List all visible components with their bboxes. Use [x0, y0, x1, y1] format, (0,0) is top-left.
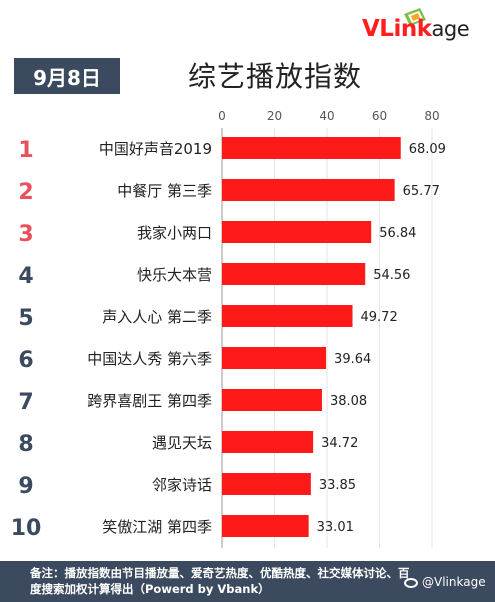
logo-emblem-icon: [404, 8, 426, 26]
bar: [222, 137, 401, 159]
weibo-icon: [404, 577, 418, 588]
bar-chart: 0 20 40 60 80 1 中国好声音2019 68.09 2 中餐厅 第三季 65.77 3 我家…: [11, 109, 446, 548]
category-label: 笑傲江湖 第四季: [102, 518, 212, 536]
data-label: 33.85: [319, 478, 356, 493]
data-label: 68.09: [409, 142, 446, 157]
data-label: 34.72: [321, 436, 358, 451]
weibo-watermark: @Vlinkage: [404, 575, 486, 589]
category-label: 快乐大本营: [137, 266, 212, 284]
logo-text-small: age: [431, 17, 470, 41]
bar: [222, 305, 353, 327]
rank-number: 7: [18, 390, 33, 415]
data-label: 54.56: [373, 268, 410, 283]
category-label: 遇见天坛: [152, 434, 212, 452]
rank-number: 8: [18, 432, 33, 457]
data-label: 65.77: [403, 184, 440, 199]
category-label: 中国好声音2019: [99, 140, 212, 158]
rank-number: 5: [18, 306, 33, 331]
bar: [222, 347, 327, 369]
logo-text: VLinkage: [362, 16, 470, 42]
x-tick-label: 80: [424, 109, 439, 123]
x-tick-label: 60: [372, 109, 387, 123]
bar: [222, 221, 372, 243]
logo-text-big: VLink: [362, 16, 432, 42]
category-label: 中国达人秀 第六季: [87, 350, 212, 368]
category-label: 中餐厅 第三季: [117, 182, 212, 200]
x-tick-label: 20: [267, 109, 282, 123]
bar: [222, 179, 395, 201]
data-label: 38.08: [330, 394, 367, 409]
category-label: 我家小两口: [137, 224, 212, 242]
data-label: 49.72: [361, 310, 398, 325]
rank-number: 2: [18, 180, 33, 205]
rank-number: 6: [18, 348, 33, 373]
watermark-text: @Vlinkage: [422, 575, 486, 589]
rank-number: 4: [18, 264, 33, 289]
category-label: 邻家诗话: [152, 476, 212, 494]
rank-number: 3: [18, 222, 33, 247]
footer-note-bar: 备注：播放指数由节目播放量、爱奇艺热度、优酷热度、社交媒体讨论、百度搜索加权计算…: [0, 561, 495, 602]
x-tick-label: 0: [218, 109, 226, 123]
rank-number: 10: [11, 516, 42, 541]
x-tick-label: 40: [319, 109, 334, 123]
data-label: 39.64: [334, 352, 371, 367]
bar: [222, 263, 366, 285]
data-label: 56.84: [379, 226, 416, 241]
date-badge: 9月8日: [14, 58, 120, 94]
chart-title: 综艺播放指数: [188, 60, 363, 93]
footer-note: 备注：播放指数由节目播放量、爱奇艺热度、优酷热度、社交媒体讨论、百度搜索加权计算…: [30, 566, 410, 596]
date-label: 9月8日: [33, 65, 101, 90]
vlinkage-logo: VLinkage: [362, 8, 482, 46]
category-label: 声入人心 第二季: [102, 308, 212, 326]
bar: [222, 515, 309, 537]
bar: [222, 389, 322, 411]
bar: [222, 431, 314, 453]
rank-number: 1: [18, 138, 33, 163]
bar: [222, 473, 311, 495]
rank-number: 9: [18, 474, 33, 499]
category-label: 跨界喜剧王 第四季: [87, 392, 212, 410]
data-label: 33.01: [317, 520, 354, 535]
